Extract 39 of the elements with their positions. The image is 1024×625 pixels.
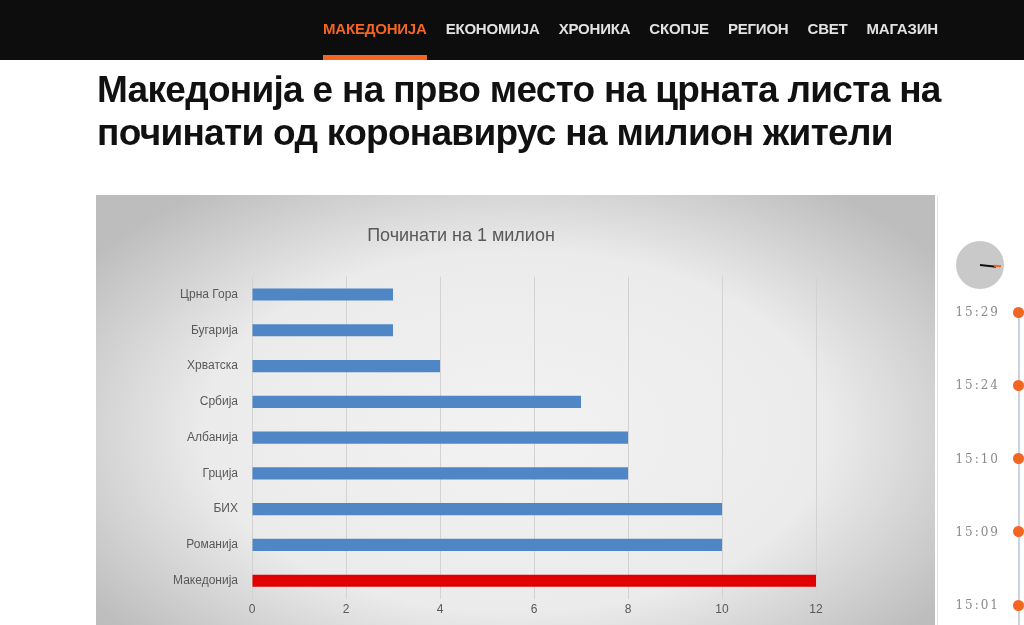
y-tick-label: БИХ (213, 501, 238, 516)
y-tick-label: Романија (186, 537, 239, 552)
bar (252, 288, 393, 301)
y-tick-label: Бугарија (190, 322, 239, 337)
y-tick-label: Грција (202, 465, 239, 480)
bar (252, 395, 581, 408)
text: СКОПЈЕ (649, 20, 709, 38)
text: СВЕТ (807, 20, 848, 38)
chart-subtitle: Починати на 1 милион (367, 224, 555, 245)
text: ХРОНИКА (558, 20, 631, 38)
x-tick-label: 12 (809, 602, 823, 617)
x-tick-label: 8 (624, 602, 632, 617)
text: МАКЕДОНИЈА (323, 20, 427, 38)
y-tick-label: Србија (199, 394, 239, 409)
text: 15:24 (955, 378, 1000, 393)
text: ЕКОНОМИЈА (445, 20, 540, 38)
text: 15:29 (955, 305, 1000, 319)
bar (252, 538, 722, 552)
x-tick-label: 0 (248, 602, 256, 617)
bar (252, 324, 393, 337)
y-tick-label: Црна Гора (180, 286, 239, 301)
x-tick-label: 10 (715, 602, 729, 617)
x-tick-label: 2 (342, 602, 350, 617)
text: МАГАЗИН (866, 20, 938, 38)
y-tick-label: Македонија (173, 573, 239, 588)
text: 15:10 (955, 451, 1000, 466)
text: РЕГИОН (727, 20, 789, 38)
x-tick-label: 4 (436, 602, 444, 617)
bar (252, 503, 722, 516)
text: 15:09 (955, 524, 1000, 539)
text: 15:01 (955, 598, 1000, 613)
y-tick-label: Албанија (187, 429, 239, 444)
y-tick-label: Хрватска (187, 358, 239, 373)
bar (252, 467, 628, 480)
bar (252, 359, 440, 373)
bar (252, 574, 816, 587)
x-tick-label: 6 (530, 602, 538, 617)
bar (252, 431, 628, 444)
chart-title: Македонија е на прво место на црната листа на починати од коронавирус на милион жители (97, 68, 943, 154)
